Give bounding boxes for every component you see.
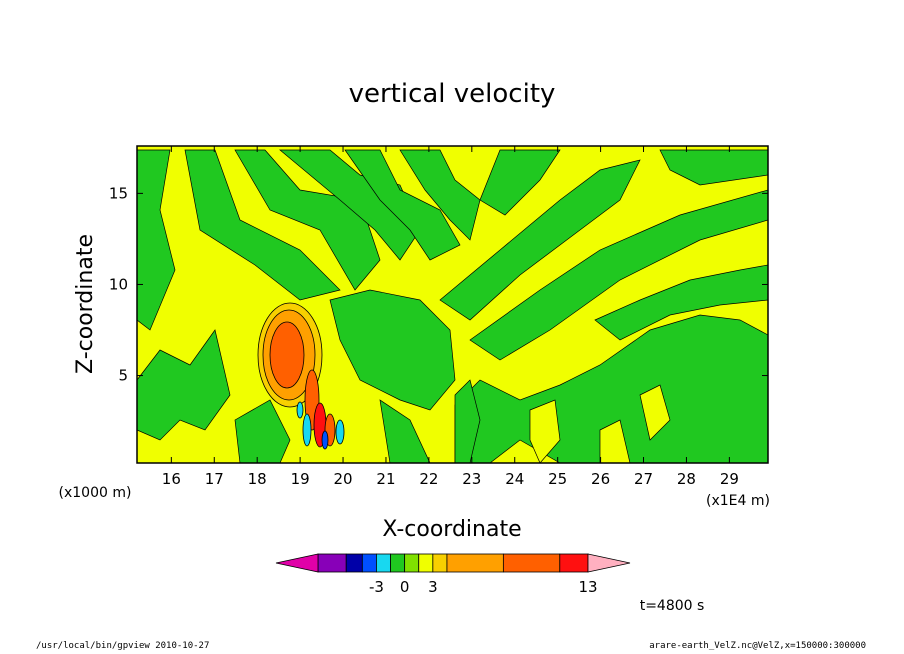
velocity-region — [599, 419, 631, 463]
velocity-region — [399, 149, 481, 241]
x-tick-label: 18 — [248, 470, 267, 488]
velocity-region — [137, 329, 231, 441]
updraft-core — [269, 321, 305, 389]
plot-frame — [136, 145, 769, 464]
footer-left: /usr/local/bin/gpview 2010-10-27 — [36, 641, 210, 651]
y-axis-ticks: 5 10 15 — [109, 184, 768, 385]
x-tick-label: 22 — [419, 470, 438, 488]
y-unit-label: (x1000 m) — [59, 485, 132, 501]
colorbar — [275, 553, 631, 573]
colorbar-segment — [345, 553, 363, 573]
plot-area — [137, 146, 768, 463]
velocity-region — [137, 149, 176, 331]
velocity-region — [184, 149, 341, 301]
velocity-region — [344, 149, 461, 261]
velocity-region — [234, 149, 381, 291]
velocity-bands — [137, 149, 768, 463]
velocity-region — [329, 289, 456, 411]
velocity-region — [379, 399, 431, 463]
x-tick-label: 29 — [720, 470, 739, 488]
footer-right: arare-earth_VelZ.nc@VelZ,x=150000:300000 — [649, 641, 866, 651]
y-tick-label: 5 — [118, 367, 128, 385]
colorbar-high-arrow — [587, 553, 631, 573]
colorbar-segment — [404, 553, 420, 573]
time-label: t=4800 s — [640, 598, 705, 614]
colorbar-segment — [418, 553, 434, 573]
x-tick-label: 28 — [677, 470, 696, 488]
x-tick-label: 24 — [505, 470, 524, 488]
x-tick-label: 25 — [548, 470, 567, 488]
velocity-region — [439, 159, 641, 321]
colorbar-segment — [376, 553, 391, 573]
colorbar-tick-label: -3 — [369, 578, 384, 596]
chart-title: vertical velocity — [349, 79, 556, 109]
velocity-region — [594, 264, 768, 341]
colorbar-segment — [390, 553, 406, 573]
velocity-cell — [302, 413, 312, 447]
colorbar-low-arrow — [275, 553, 319, 573]
colorbar-segment — [361, 553, 377, 573]
velocity-cell — [321, 430, 329, 450]
x-axis-ticks: 16 17 18 19 20 21 22 23 24 25 26 27 28 29 — [162, 146, 739, 488]
colorbar-tick-labels: -3 0 3 13 — [369, 578, 598, 596]
velocity-region — [234, 399, 291, 463]
x-unit-label: (x1E4 m) — [706, 493, 770, 509]
colorbar-segment — [559, 553, 589, 573]
colorbar-segment — [446, 553, 504, 573]
x-tick-label: 27 — [634, 470, 653, 488]
x-tick-label: 20 — [333, 470, 352, 488]
velocity-region — [529, 399, 561, 463]
colorbar-tick-label: 3 — [428, 578, 438, 596]
velocity-features — [257, 302, 345, 450]
velocity-region — [659, 149, 768, 186]
colorbar-segment — [317, 553, 347, 573]
x-tick-label: 17 — [205, 470, 224, 488]
x-tick-label: 16 — [162, 470, 181, 488]
velocity-cell — [296, 401, 304, 419]
x-tick-label: 21 — [376, 470, 395, 488]
colorbar-segment — [502, 553, 561, 573]
x-axis-label: X-coordinate — [382, 517, 521, 542]
velocity-cell — [335, 419, 345, 445]
y-axis-label: Z-coordinate — [73, 234, 98, 374]
velocity-region — [639, 384, 671, 441]
y-tick-label: 15 — [109, 184, 128, 202]
velocity-region — [479, 149, 561, 216]
velocity-region — [454, 379, 481, 463]
velocity-region — [469, 189, 768, 361]
x-tick-label: 19 — [291, 470, 310, 488]
colorbar-segment — [432, 553, 448, 573]
colorbar-tick-label: 0 — [400, 578, 410, 596]
x-tick-label: 23 — [462, 470, 481, 488]
x-tick-label: 26 — [591, 470, 610, 488]
colorbar-tick-label: 13 — [578, 578, 597, 596]
y-tick-label: 10 — [109, 275, 128, 293]
